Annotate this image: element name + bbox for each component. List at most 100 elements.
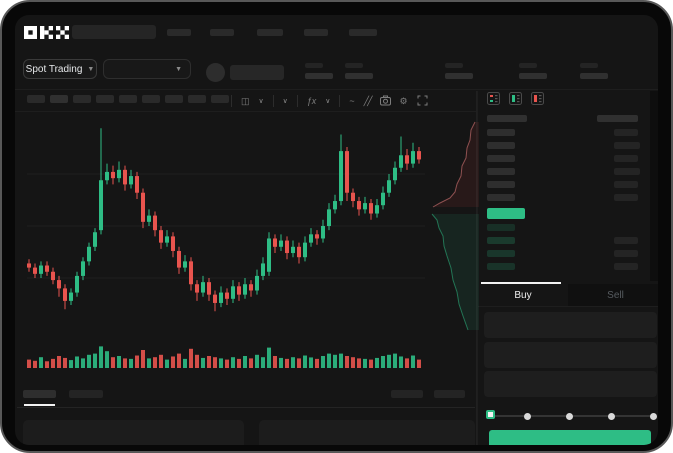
tab-buy[interactable]: Buy [478,284,568,306]
active-tab-indicator [481,282,561,284]
indicators-icon[interactable]: ƒx [306,95,317,106]
bid-row-price[interactable] [487,224,515,231]
bottom-action-button[interactable] [434,390,465,398]
timeframe-button[interactable] [27,95,45,103]
indicators-chevron-icon[interactable]: ∨ [325,97,331,105]
scroll-gutter [650,91,658,281]
tab-sell[interactable]: Sell [568,284,658,306]
search-bar[interactable] [72,25,156,39]
tab-orders[interactable] [23,390,56,398]
bids-only-icon[interactable] [509,92,522,105]
stat-value [580,73,608,79]
fullscreen-icon[interactable] [417,95,428,108]
divider [231,95,232,107]
top-nav [15,15,658,53]
ask-row-amount [614,194,638,201]
bid-row-price[interactable] [487,250,515,257]
bottom-tab-bar [15,388,476,408]
divider [296,95,298,107]
last-price-badge[interactable] [487,208,525,219]
split-book-icon[interactable] [487,92,500,105]
bottom-action-button[interactable] [391,390,423,398]
ask-row-price[interactable] [487,194,515,201]
nav-item[interactable] [210,29,234,36]
timeframe-button[interactable] [188,95,206,103]
interval-chevron-icon[interactable]: ∨ [282,97,288,105]
orders-panel [23,420,244,445]
settings-icon[interactable]: ⚙ [399,95,408,106]
timeframe-button[interactable] [96,95,114,103]
stat-value [445,73,473,79]
bid-row-price[interactable] [487,237,515,244]
coin-avatar [206,63,225,82]
ask-row-price[interactable] [487,129,515,136]
stat-value [345,73,373,79]
orderbook-header-amount [597,115,638,122]
ask-row-amount [614,181,638,188]
slider-stop[interactable] [650,413,657,420]
positions-panel [259,420,475,445]
stat-value [305,73,333,79]
ask-row-price[interactable] [487,142,515,149]
chevron-down-icon: ▼ [175,65,182,73]
total-input[interactable] [484,371,657,397]
timeframe-button[interactable] [211,95,229,103]
stat-label [580,63,598,68]
pair-name-placeholder [230,65,284,80]
ask-row-price[interactable] [487,155,515,162]
stat-label [445,63,463,68]
nav-item[interactable] [304,29,328,36]
chart-style-icon[interactable]: ◫ [241,95,250,106]
trade-tab-bar: Buy Sell [478,284,658,306]
ask-row-amount [614,168,640,175]
ask-row-price[interactable] [487,181,515,188]
price-input[interactable] [484,312,657,338]
depth-chart[interactable] [428,118,479,334]
active-tab-indicator [24,404,55,406]
chart-style-chevron-icon[interactable]: ∨ [258,97,264,105]
nav-item[interactable] [167,29,191,36]
bid-row-price[interactable] [487,263,515,270]
divider [339,95,341,107]
ask-row-amount [614,129,638,136]
bid-row-amount [614,237,638,244]
timeframe-button[interactable] [165,95,183,103]
ticker-bar: Spot Trading ▼ ▼ [15,53,658,91]
candlestick-chart[interactable] [27,118,425,370]
stat-value [519,73,547,79]
pair-selector[interactable]: ▼ [103,59,191,79]
divider [17,407,475,408]
chart-area [15,111,479,388]
ask-row-price[interactable] [487,168,515,175]
timeframe-button[interactable] [73,95,91,103]
buy-submit-button[interactable] [489,430,651,445]
timeframe-button[interactable] [119,95,137,103]
tab-sell-label: Sell [607,289,624,301]
market-type-selector[interactable]: Spot Trading ▼ [23,59,97,79]
slider-stop[interactable] [524,413,531,420]
stat-label [305,63,323,68]
asks-only-icon[interactable] [531,92,544,105]
orderbook-header-price [487,115,527,122]
bid-row-amount [614,250,638,257]
tab-history[interactable] [69,390,103,398]
slider-stop[interactable] [566,413,573,420]
app-window: Spot Trading ▼ ▼ ◫ ∨ [15,15,658,445]
slider-stop[interactable] [608,413,615,420]
slider-handle[interactable] [486,410,495,419]
amount-input[interactable] [484,342,657,368]
okx-logo[interactable] [24,26,69,39]
orderbook-trade-column: Buy Sell [477,91,658,445]
draw-tool-icon[interactable]: ╱╱ [363,95,373,106]
line-tool-icon[interactable]: ~ [349,95,355,106]
market-type-label: Spot Trading [25,63,83,75]
camera-icon[interactable] [379,95,391,108]
timeframe-button[interactable] [50,95,68,103]
stat-label [345,63,363,68]
nav-item[interactable] [349,29,377,36]
ask-row-amount [614,155,638,162]
stat-label [519,63,537,68]
timeframe-button[interactable] [142,95,160,103]
nav-item[interactable] [257,29,283,36]
